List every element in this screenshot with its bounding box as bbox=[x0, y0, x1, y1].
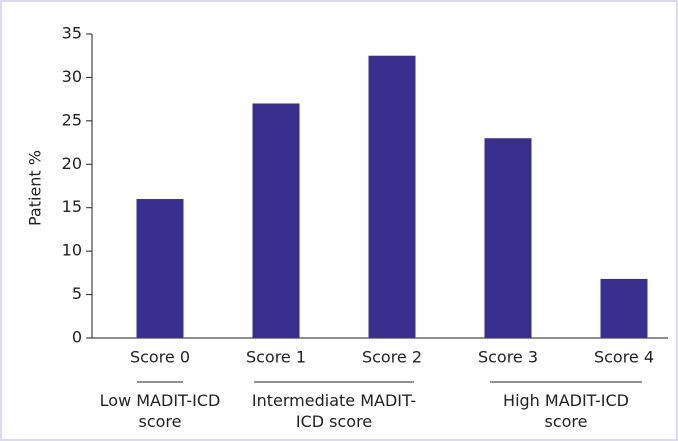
group-label: Low MADIT-ICD score bbox=[99, 391, 221, 431]
y-tick-label: 20 bbox=[62, 154, 82, 173]
y-tick-label: 0 bbox=[72, 328, 82, 347]
x-tick-label: Score 3 bbox=[478, 348, 538, 367]
y-tick-label: 5 bbox=[72, 284, 82, 303]
bar bbox=[136, 199, 184, 338]
bar bbox=[600, 278, 648, 338]
x-tick-label: Score 1 bbox=[246, 348, 306, 367]
y-axis-label: Patient % bbox=[26, 150, 45, 226]
y-tick-label: 10 bbox=[62, 241, 82, 260]
y-tick-label: 15 bbox=[62, 197, 82, 216]
x-tick-label: Score 4 bbox=[594, 348, 654, 367]
y-tick-label: 35 bbox=[62, 24, 82, 43]
bar bbox=[484, 138, 532, 338]
x-tick-label: Score 0 bbox=[130, 348, 190, 367]
y-tick-label: 25 bbox=[62, 110, 82, 129]
y-tick-label: 30 bbox=[62, 67, 82, 86]
group-label: Intermediate MADIT-ICD score bbox=[251, 391, 417, 431]
group-label: High MADIT-ICD score bbox=[503, 391, 629, 431]
bar bbox=[368, 55, 416, 338]
bar bbox=[252, 103, 300, 338]
x-tick-label: Score 2 bbox=[362, 348, 422, 367]
